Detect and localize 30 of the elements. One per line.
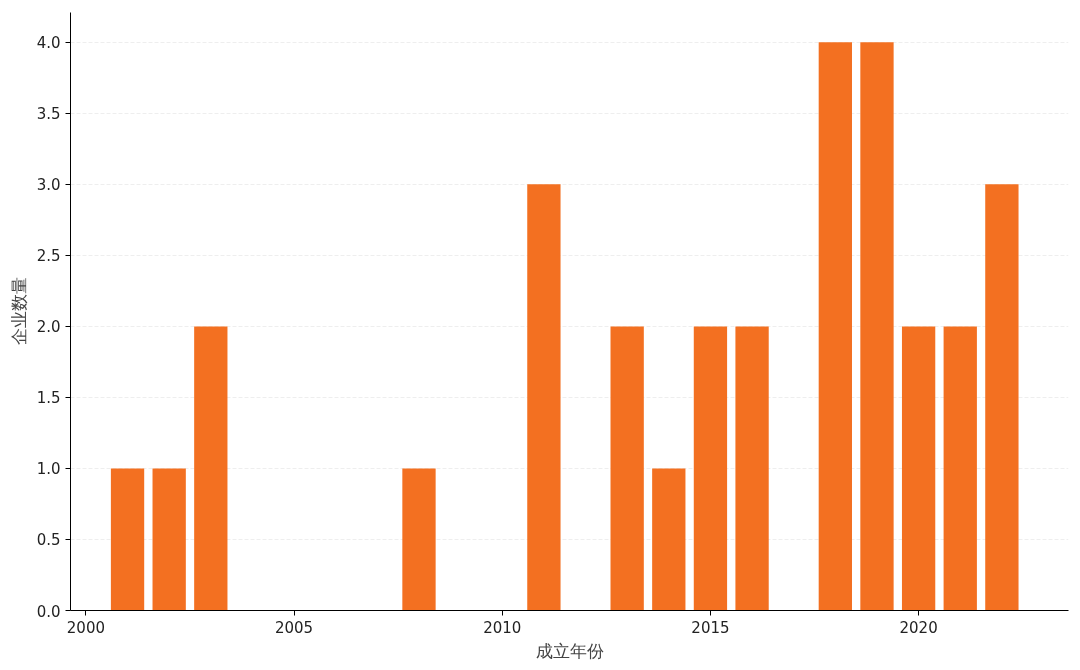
bar bbox=[402, 468, 436, 611]
bar bbox=[194, 326, 228, 611]
y-tick-label: 3.5 bbox=[36, 105, 61, 124]
x-tick-label: 2010 bbox=[483, 618, 522, 637]
bar bbox=[152, 468, 186, 611]
y-tick-label: 2.5 bbox=[36, 247, 61, 266]
x-tick-label: 2020 bbox=[899, 618, 938, 637]
x-tick-label: 2015 bbox=[691, 618, 730, 637]
bar bbox=[860, 42, 894, 611]
bar bbox=[527, 184, 561, 611]
y-tick-label: 2.0 bbox=[36, 318, 61, 337]
x-axis-title: 成立年份 bbox=[535, 640, 604, 661]
y-tick-label: 0.0 bbox=[36, 602, 61, 621]
y-tick-label: 1.0 bbox=[36, 460, 61, 479]
bar bbox=[610, 326, 644, 611]
y-tick-label: 3.0 bbox=[36, 176, 61, 195]
bar bbox=[652, 468, 686, 611]
x-tick-label: 2000 bbox=[66, 618, 106, 637]
bar bbox=[110, 468, 145, 611]
y-tick-label: 1.5 bbox=[36, 389, 61, 408]
bar bbox=[901, 326, 936, 611]
y-axis-title: 企业数量 bbox=[8, 277, 29, 346]
bar bbox=[818, 42, 852, 611]
bar bbox=[735, 326, 769, 611]
y-tick-label: 0.5 bbox=[36, 531, 61, 550]
bar bbox=[985, 184, 1019, 611]
bar bbox=[693, 326, 728, 611]
bar bbox=[943, 326, 977, 611]
x-tick-label: 2005 bbox=[275, 618, 314, 637]
y-tick-label: 4.0 bbox=[36, 34, 61, 53]
